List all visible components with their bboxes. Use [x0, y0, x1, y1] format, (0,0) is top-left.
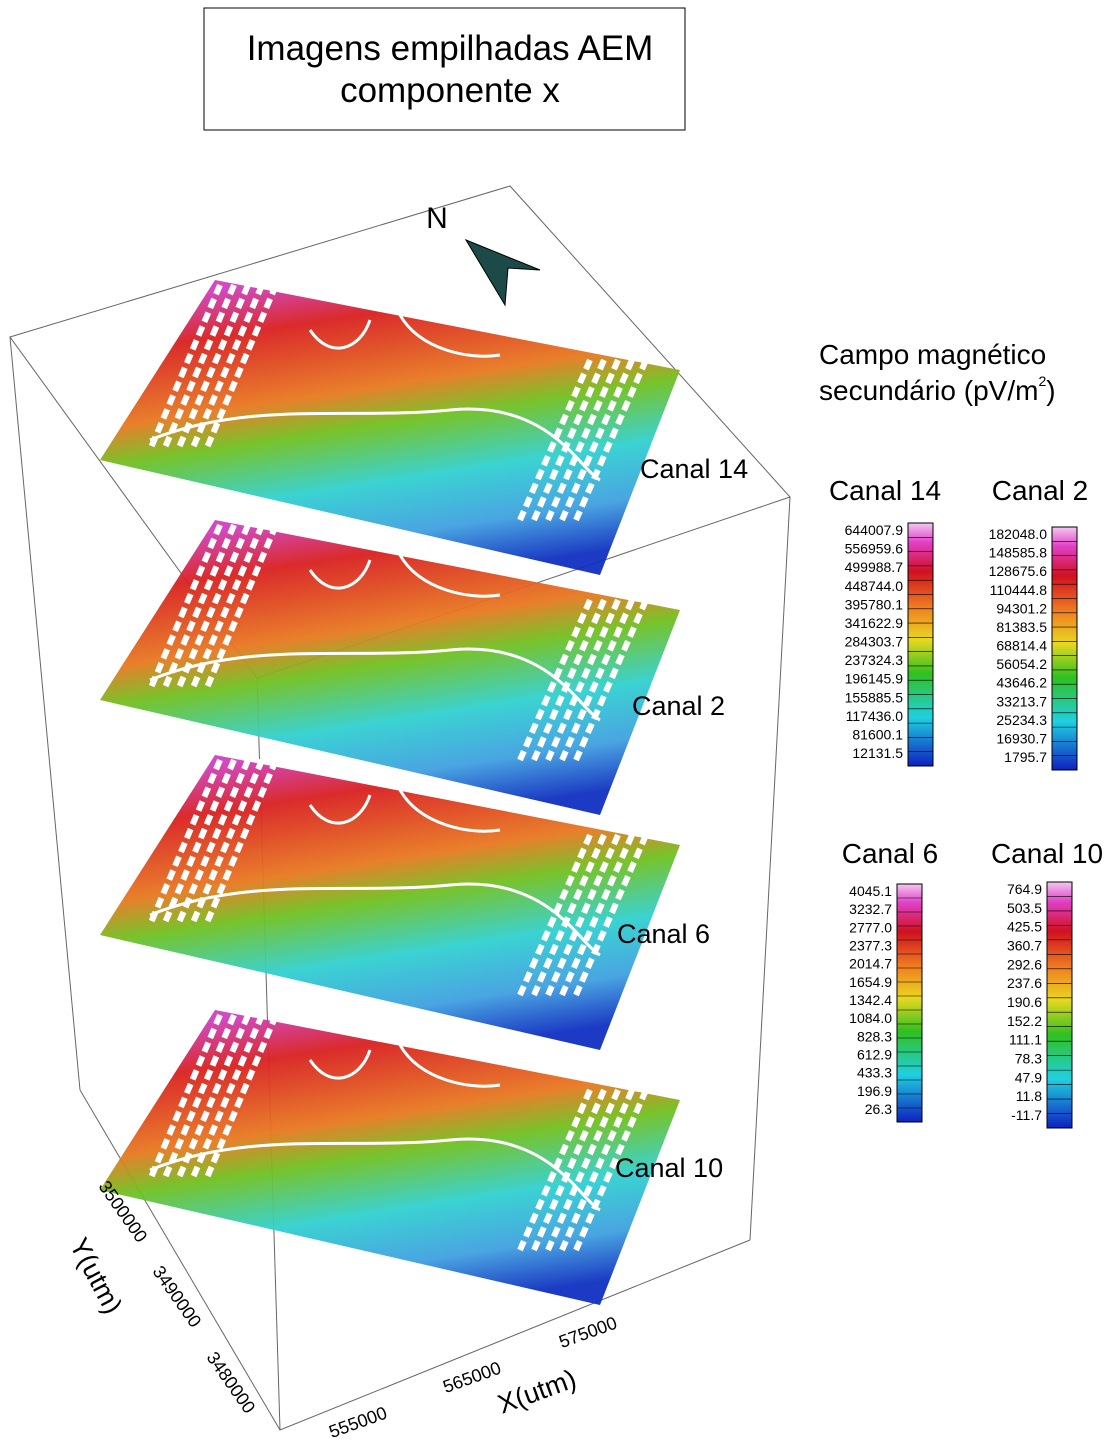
x-axis-label: X(utm)	[494, 1364, 580, 1420]
colorbar-label: 68814.4	[996, 638, 1047, 654]
colorbar-label: 152.2	[1007, 1013, 1042, 1029]
x-tick-label: 575000	[556, 1313, 619, 1352]
colorbar-label: 1342.4	[849, 992, 892, 1008]
y-tick-label: 3480000	[203, 1348, 260, 1417]
colorbar-label: 56054.2	[996, 656, 1047, 672]
colorbar-label: 81600.1	[852, 726, 903, 742]
layer-label: Canal 2	[632, 691, 725, 721]
colorbar-label: 33213.7	[996, 693, 1047, 709]
colorbar	[897, 884, 922, 1122]
colorbar-label: 395780.1	[845, 596, 904, 612]
layer-label: Canal 6	[617, 919, 710, 949]
colorbar-label: -11.7	[1011, 1107, 1042, 1123]
colorbar-label: 1084.0	[849, 1010, 892, 1026]
colorbar-label: 117436.0	[846, 708, 904, 724]
colorbar-label: 111.1	[1009, 1032, 1042, 1048]
colorbar-label: 182048.0	[989, 526, 1048, 542]
colorbar-label: 2777.0	[849, 919, 892, 935]
title: Imagens empilhadas AEM	[247, 29, 654, 68]
colorbar-label: 81383.5	[996, 619, 1047, 635]
colorbar-label: 94301.2	[996, 600, 1047, 616]
colorbar-label: 196.9	[857, 1083, 892, 1099]
colorbar	[1047, 882, 1072, 1128]
colorbar-label: 1654.9	[849, 974, 892, 990]
legend-unit: )	[1046, 375, 1055, 406]
colorbar-label: 12131.5	[852, 745, 903, 761]
slices	[100, 280, 680, 1305]
colorbar-label: 25234.3	[996, 712, 1047, 728]
colorbar-label: 292.6	[1007, 956, 1042, 972]
colorbar-label: 196145.9	[845, 671, 904, 687]
north-arrow	[466, 240, 540, 305]
colorbar-label: 1795.7	[1004, 749, 1047, 765]
legend-title: Campo magnético	[819, 339, 1046, 370]
colorbar	[1052, 527, 1077, 770]
figure: Imagens empilhadas AEM componente x N Ca…	[0, 0, 1118, 1454]
north-label: N	[426, 202, 448, 235]
colorbar-title: Canal 14	[829, 475, 941, 506]
colorbar-label: 16930.7	[996, 730, 1047, 746]
colorbar-label: 284303.7	[845, 634, 904, 650]
colorbar-label: 4045.1	[849, 883, 892, 899]
colorbar-title: Canal 10	[991, 838, 1103, 869]
colorbar-label: 148585.8	[989, 545, 1048, 561]
title: componente x	[340, 71, 560, 110]
legend-exponent: 2	[1038, 373, 1046, 389]
colorbar-label: 644007.9	[845, 522, 904, 538]
colorbar-label: 2014.7	[849, 956, 892, 972]
colorbar-label: 764.9	[1007, 881, 1042, 897]
colorbar-label: 237324.3	[845, 652, 904, 668]
y-tick-label: 3490000	[149, 1262, 206, 1331]
colorbar-label: 78.3	[1015, 1051, 1042, 1067]
legend-unit: secundário (pV/m	[819, 375, 1038, 406]
colorbar-label: 47.9	[1015, 1069, 1042, 1085]
colorbar-label: 3232.7	[849, 901, 892, 917]
colorbar-label: 556959.6	[845, 541, 904, 557]
colorbar-label: 612.9	[857, 1047, 892, 1063]
colorbar-label: 425.5	[1007, 919, 1042, 935]
colorbar-label: 499988.7	[845, 559, 904, 575]
colorbar-label: 448744.0	[845, 578, 904, 594]
colorbar-label: 503.5	[1007, 900, 1042, 916]
colorbar-label: 155885.5	[845, 689, 904, 705]
colorbar-label: 190.6	[1007, 994, 1042, 1010]
colorbar-label: 433.3	[857, 1065, 892, 1081]
colorbar-label: 43646.2	[996, 675, 1047, 691]
layer-label: Canal 14	[640, 454, 748, 484]
layer-label: Canal 10	[615, 1153, 723, 1183]
colorbar-label: 110444.8	[990, 582, 1048, 598]
colorbar-label: 2377.3	[849, 938, 892, 954]
legend-title: secundário (pV/m2)	[819, 373, 1056, 406]
colorbar-label: 341622.9	[845, 615, 904, 631]
x-tick-label: 555000	[326, 1403, 389, 1442]
colorbar-label: 828.3	[857, 1028, 892, 1044]
colorbar-label: 11.8	[1016, 1088, 1042, 1104]
y-axis-label: Y(utm)	[64, 1233, 129, 1319]
colorbar-title: Canal 6	[842, 838, 939, 869]
colorbar-label: 237.6	[1007, 975, 1042, 991]
colorbar-title: Canal 2	[992, 475, 1089, 506]
colorbar-label: 128675.6	[989, 563, 1048, 579]
colorbar	[908, 523, 933, 766]
colorbar-label: 26.3	[865, 1101, 892, 1117]
colorbar-label: 360.7	[1007, 938, 1042, 954]
colorbars: Canal 14 644007.9 556959.6 499988.7 448744.0…	[829, 475, 1103, 1128]
title-box	[204, 8, 685, 130]
